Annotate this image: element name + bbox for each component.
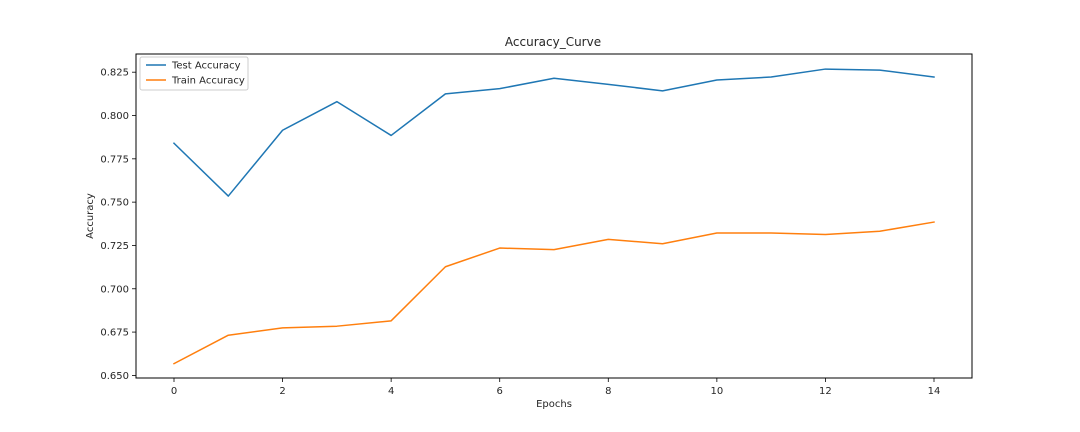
series-line-train-accuracy [172,221,935,365]
x-tick-label: 10 [710,386,723,397]
x-tick-label: 6 [497,386,503,397]
x-tick-label: 4 [388,386,394,397]
x-axis-label: Epochs [536,399,572,410]
x-tick-label: 0 [171,386,177,397]
chart-title: Accuracy_Curve [505,35,601,49]
y-tick-label: 0.825 [100,68,129,79]
y-tick-label: 0.700 [100,284,129,295]
legend-label-test-accuracy: Test Accuracy [171,61,241,72]
y-tick-label: 0.800 [100,111,129,122]
y-tick-label: 0.675 [100,328,129,339]
legend: Test Accuracy Train Accuracy [139,56,249,91]
y-tick-label: 0.650 [100,371,129,382]
y-tick-label: 0.725 [100,241,129,252]
y-tick-label: 0.775 [100,154,129,165]
legend-label-train-accuracy: Train Accuracy [171,76,245,87]
x-tick-label: 14 [928,386,941,397]
series-layer [172,68,935,365]
series-line-test-accuracy [172,68,935,197]
y-tick-label: 0.750 [100,198,129,209]
x-tick-label: 2 [279,386,285,397]
y-axis-label: Accuracy [85,193,96,239]
x-axis-ticks: 0 2 4 6 8 10 12 14 [171,378,941,397]
plot-frame [135,53,973,379]
x-tick-label: 8 [605,386,611,397]
x-tick-label: 12 [819,386,832,397]
legend-box [139,56,249,91]
y-axis-ticks: 0.650 0.675 0.700 0.725 0.750 0.775 0.800 0.825 [100,68,136,382]
